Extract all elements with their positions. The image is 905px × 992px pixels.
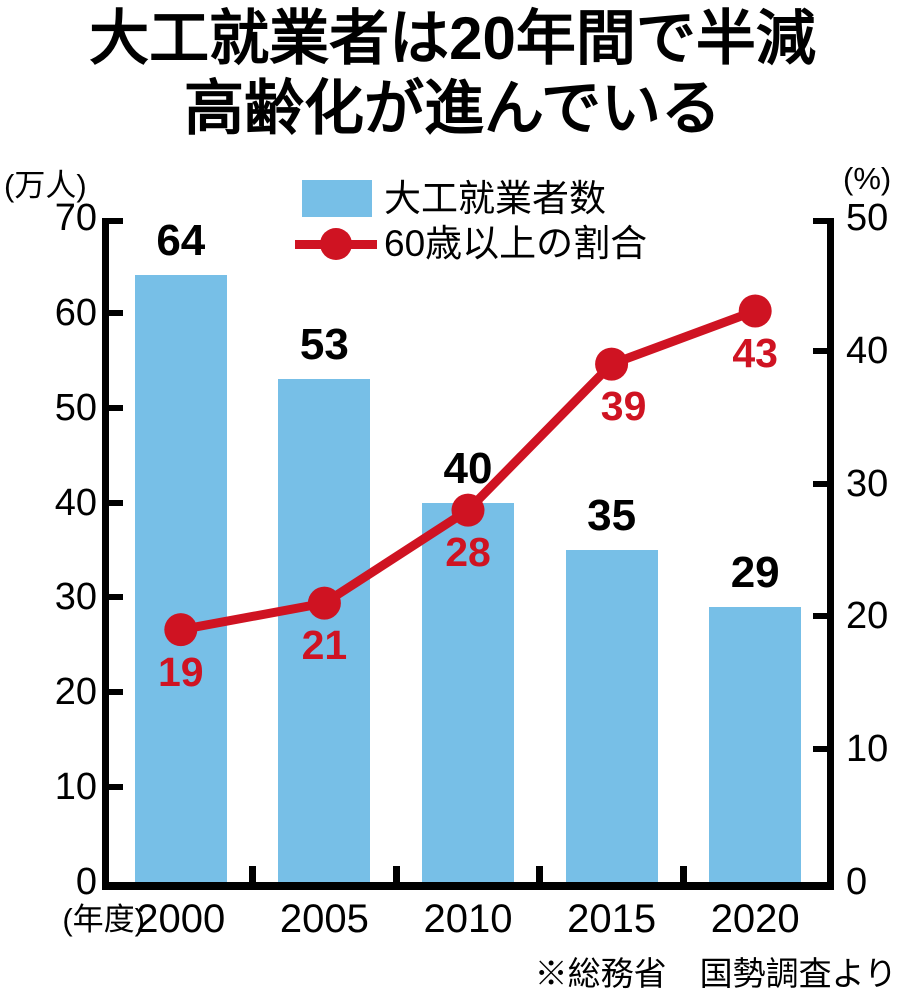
left-axis-tick [109,784,123,791]
x-axis-label-2010: 2010 [423,897,513,941]
x-axis-prefix: (年度) [62,902,145,937]
left-axis-tick [109,499,123,506]
right-axis-tick-label: 30 [846,462,889,505]
left-axis-tick-label: 0 [75,861,97,903]
bar-2010 [422,502,514,882]
left-axis-tick [109,404,123,411]
left-axis-tick-label: 10 [54,766,97,809]
left-axis-line [102,218,109,890]
bar-value-label: 29 [730,547,780,597]
right-axis-line [827,218,834,890]
left-axis-tick-label: 70 [54,197,97,239]
bar-2015 [565,550,658,882]
legend-line-label: 60歳以上の割合 [384,223,648,264]
left-axis-unit: (万人) [4,168,87,203]
ratio-value-label: 43 [732,329,778,376]
ratio-value-label: 21 [301,622,348,669]
ratio-point-marker [595,347,629,381]
x-axis-boundary-tick [679,866,687,882]
right-axis-tick [813,480,827,487]
ratio-value-label: 28 [445,529,491,576]
bar-value-label: 35 [587,491,637,540]
bar-value-label: 53 [299,320,349,370]
bottom-axis-line [102,882,834,890]
legend-bar-label: 大工就業者数 [384,178,606,219]
ratio-point-marker [307,586,341,620]
x-axis-boundary-tick [536,866,544,882]
chart-title-line1: 大工就業者は20年間で半減 [89,5,816,72]
left-axis-tick [109,689,123,696]
left-axis-tick [109,218,123,224]
bar-value-label: 64 [156,215,206,265]
left-axis-tick-label: 30 [54,576,97,619]
ratio-point-marker [451,493,485,527]
left-axis-tick [109,594,123,601]
bar-2000 [134,274,227,882]
right-axis-tick [813,613,827,620]
right-axis-tick [813,218,827,224]
right-axis-tick-label: 50 [846,197,889,239]
right-axis-tick-label: 20 [846,595,889,638]
bar-2005 [278,379,371,882]
right-axis-tick-label: 0 [846,861,868,903]
ratio-point-marker [738,294,772,328]
ratio-point-marker [164,613,198,647]
left-axis-tick-label: 20 [54,671,97,714]
right-axis-unit: (%) [843,161,892,196]
legend-dot-icon [320,228,352,260]
chart-title-line2: 高齢化が進んでいる [184,75,721,142]
ratio-value-label: 39 [600,383,647,430]
left-axis-tick [109,309,123,316]
x-axis-label-2020: 2020 [710,897,800,941]
right-axis-tick-label: 40 [846,329,889,372]
bar-value-label: 40 [443,443,493,493]
x-axis-label-2005: 2005 [279,897,369,941]
left-axis-tick-label: 50 [54,386,97,429]
bar-2020 [709,606,802,882]
right-axis-tick [813,746,827,753]
left-axis-tick-label: 40 [54,481,97,524]
right-axis-tick [813,347,827,354]
right-axis-tick-label: 10 [846,728,889,771]
x-axis-boundary-tick [249,866,257,882]
x-axis-label-2015: 2015 [567,897,657,941]
x-axis-boundary-tick [392,866,400,882]
left-axis-tick-label: 60 [54,291,97,334]
x-axis-label-2000: 2000 [136,897,226,941]
source-note: ※総務省 国勢調査より [534,955,897,992]
chart-title: 大工就業者は20年間で半減 高齢化が進んでいる [0,4,905,144]
ratio-value-label: 19 [157,648,204,695]
legend-bar-swatch [302,180,372,217]
